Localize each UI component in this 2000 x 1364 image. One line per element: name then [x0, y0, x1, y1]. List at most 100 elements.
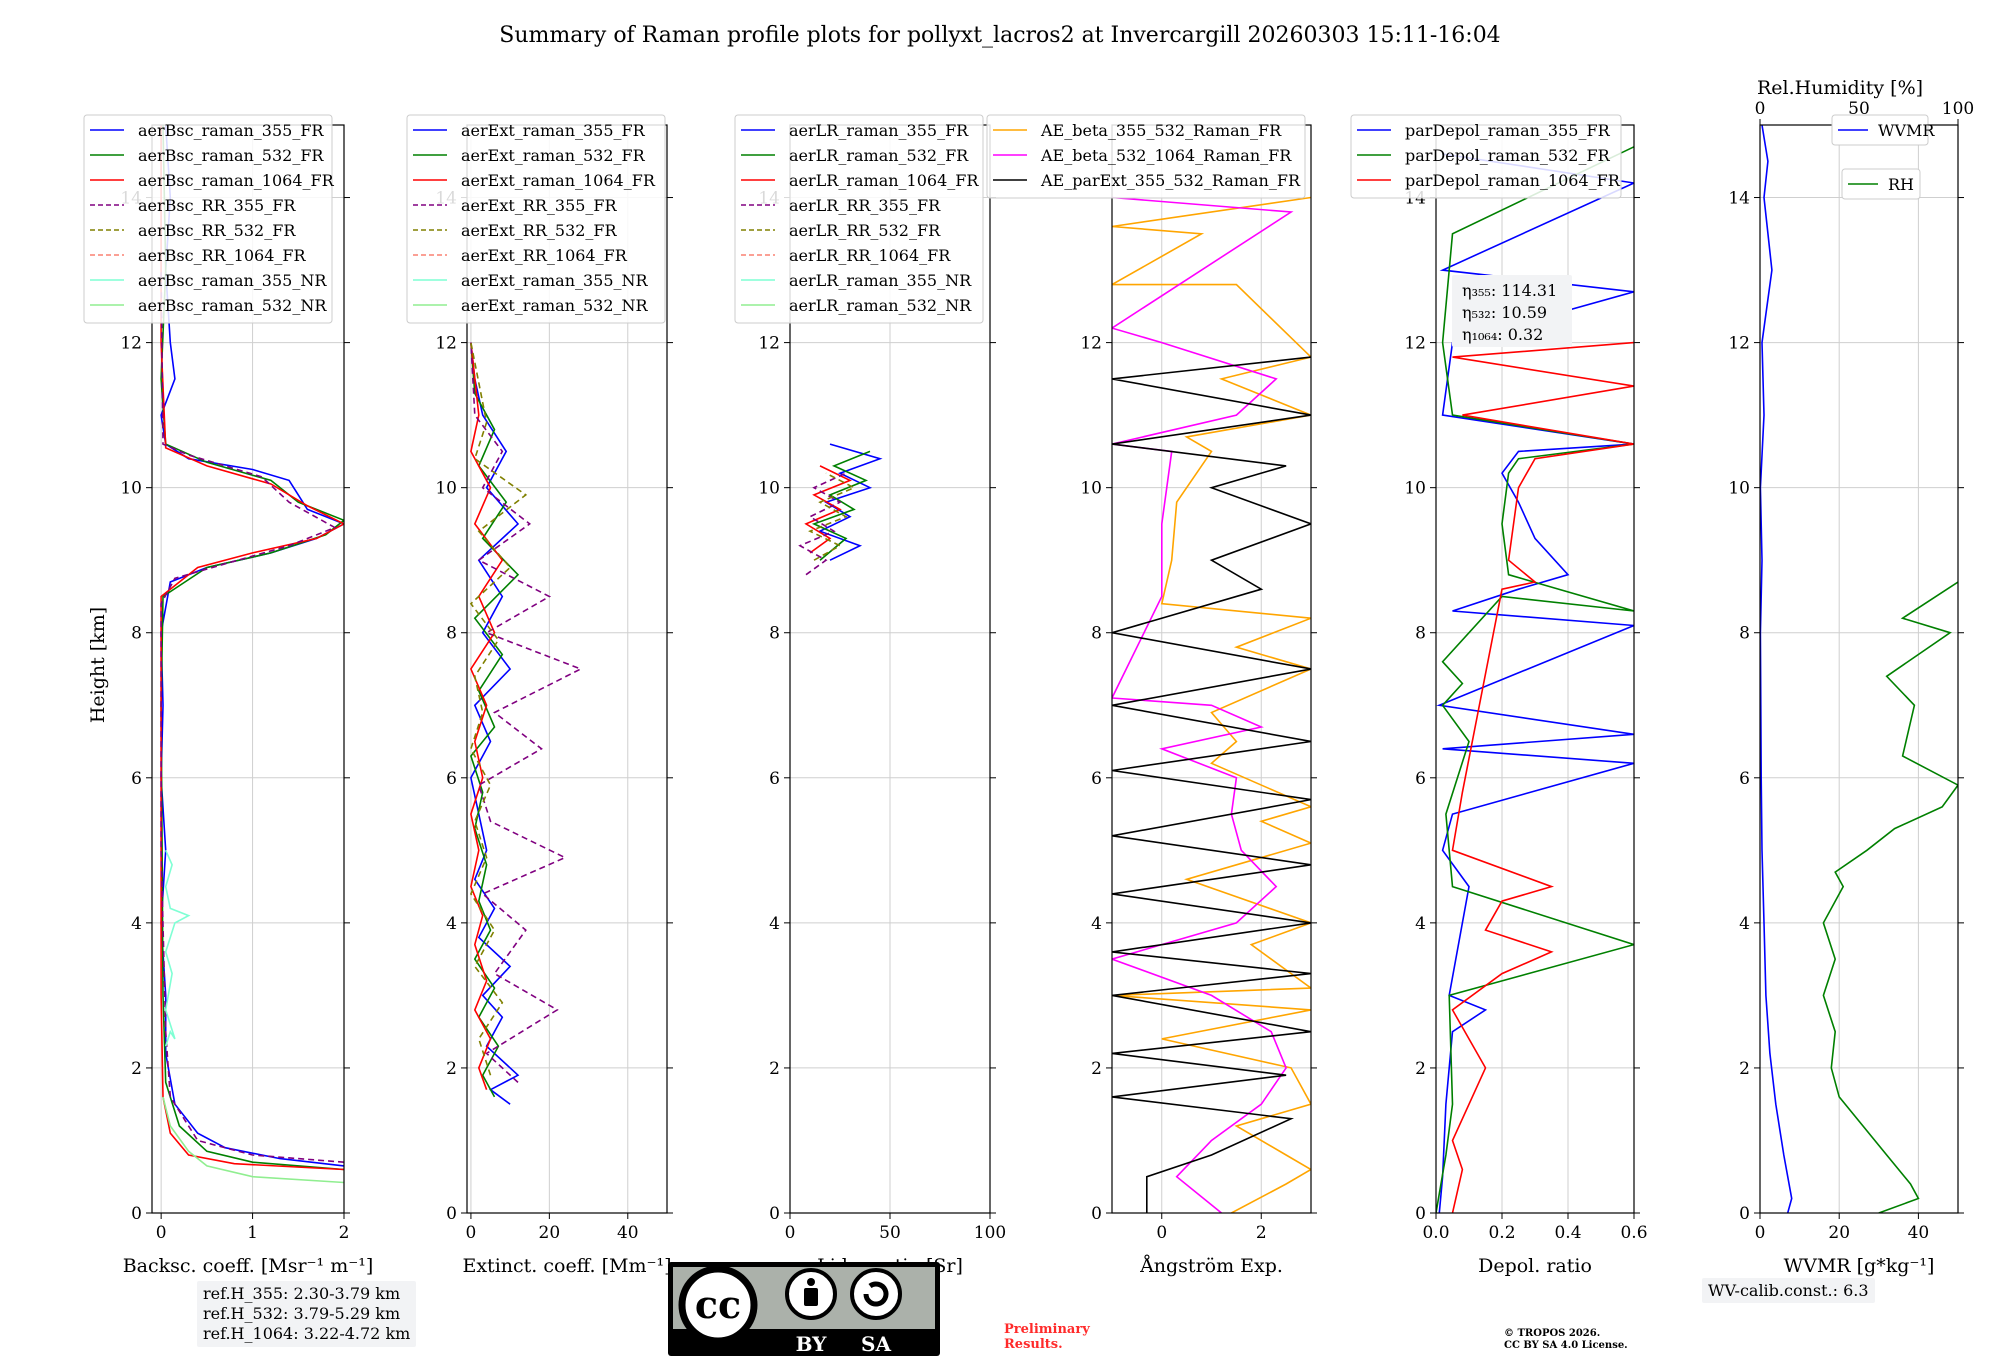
y-tick-label-wv-2: 4	[1739, 914, 1750, 934]
legend-label-ae-1: AE_beta_532_1064_Raman_FR	[1040, 146, 1292, 165]
x-axis-label-ext: Extinct. coeff. [Mm⁻¹]	[462, 1255, 671, 1277]
y-tick-label-bsc-4: 8	[131, 624, 142, 644]
legend-label-bsc-0: aerBsc_raman_355_FR	[138, 121, 324, 140]
y-tick-label-ext-6: 12	[435, 334, 457, 354]
series-line-bsc-2	[160, 125, 344, 1171]
eta-label-2: η₁₀₆₄: 0.32	[1462, 325, 1543, 344]
y-tick-label-depol-6: 12	[1404, 334, 1426, 354]
x-axis-label-depol: Depol. ratio	[1478, 1255, 1592, 1277]
x-axis-label-bsc: Backsc. coeff. [Msr⁻¹ m⁻¹]	[123, 1255, 374, 1277]
y-tick-label-bsc-3: 6	[131, 769, 142, 789]
legend-ae: AE_beta_355_532_Raman_FR AE_beta_532_1064…	[986, 114, 1306, 199]
y-tick-label-bsc-1: 2	[131, 1059, 142, 1079]
legend-label-wv-1: RH	[1888, 175, 1914, 194]
y-tick-label-ae-1: 2	[1091, 1059, 1102, 1079]
y-tick-label-depol-5: 10	[1404, 479, 1426, 499]
x-tick-label-wv-1: 20	[1828, 1223, 1850, 1243]
top-tick-label-2: 100	[1942, 99, 1974, 119]
ref-height-355: ref.H_355: 2.30-3.79 km	[203, 1284, 401, 1303]
reference-height-box: ref.H_355: 2.30-3.79 km ref.H_532: 3.79-…	[197, 1281, 417, 1347]
x-tick-label-ext-2: 40	[617, 1223, 639, 1243]
panel-lr: 05010002468101214Lidar ratio [Sr]aerLR_r…	[734, 114, 1006, 1277]
y-tick-label-wv-4: 8	[1739, 624, 1750, 644]
y-tick-label-ext-4: 8	[446, 624, 457, 644]
y-tick-label-bsc-5: 10	[120, 479, 142, 499]
y-tick-label-depol-0: 0	[1415, 1204, 1426, 1224]
panel-ext: 0204002468101214Extinct. coeff. [Mm⁻¹]ae…	[406, 114, 673, 1277]
series-line-bsc-4	[164, 849, 191, 1047]
series-line-ae-1	[1112, 196, 1294, 1213]
wv-calibration-box: WV-calib.const.: 6.3	[1702, 1278, 1875, 1303]
top-tick-label-0: 0	[1755, 99, 1766, 119]
series-line-lr-2	[804, 465, 852, 554]
preliminary-note: Preliminary Results.	[1004, 1322, 1090, 1352]
series-line-ae-2	[1112, 356, 1311, 1213]
legend-label-depol-2: parDepol_raman_1064_FR	[1405, 171, 1621, 190]
legend-label-ext-3: aerExt_RR_355_FR	[461, 196, 618, 215]
series-line-bsc-1	[160, 125, 344, 1171]
y-tick-label-lr-6: 12	[758, 334, 780, 354]
panel-wv: 0 20 40 0 2 4 6 8 10 12 14 0 50 100 WVMR [g*kg⁻¹] WVMR R…	[1728, 99, 1974, 1277]
legend-label-bsc-2: aerBsc_raman_1064_FR	[138, 171, 335, 190]
legend-label-bsc-6: aerBsc_raman_355_NR	[138, 271, 327, 290]
x-tick-label-wv-0: 0	[1755, 1223, 1766, 1243]
ref-height-1064: ref.H_1064: 3.22-4.72 km	[203, 1324, 411, 1343]
preliminary-line-1: Preliminary	[1004, 1322, 1090, 1337]
y-tick-label-ext-3: 6	[446, 769, 457, 789]
y-tick-label-ae-6: 12	[1080, 334, 1102, 354]
series-line-wv-1	[1822, 581, 1958, 1213]
y-tick-label-lr-0: 0	[769, 1204, 780, 1224]
legend-label-lr-1: aerLR_raman_532_FR	[789, 146, 969, 165]
legend-ext: aerExt_raman_355_FR aerExt_raman_532_FRae…	[406, 114, 666, 324]
legend-label-ae-2: AE_parExt_355_532_Raman_FR	[1040, 171, 1301, 190]
x-tick-label-depol-0: 0.0	[1422, 1223, 1449, 1243]
legend-label-depol-0: parDepol_raman_355_FR	[1405, 121, 1611, 140]
series-line-lr-4	[808, 472, 856, 561]
series-line-ae-0	[1112, 196, 1311, 1213]
legend-label-lr-3: aerLR_RR_355_FR	[789, 196, 941, 215]
legend-label-bsc-7: aerBsc_raman_532_NR	[138, 296, 327, 315]
y-tick-label-lr-2: 4	[769, 914, 780, 934]
series-line-depol-2	[1451, 341, 1634, 1213]
y-tick-label-ext-2: 4	[446, 914, 457, 934]
legend-depol: parDepol_raman_355_FR parDepol_raman_532_…	[1350, 114, 1622, 199]
legend-label-ext-7: aerExt_raman_532_NR	[461, 296, 649, 315]
top-tick-label-1: 50	[1848, 99, 1870, 119]
series-line-bsc-3	[160, 270, 344, 1163]
x-tick-label-lr-2: 100	[974, 1223, 1006, 1243]
legend-label-lr-6: aerLR_raman_355_NR	[789, 271, 972, 290]
y-tick-label-bsc-2: 4	[131, 914, 142, 934]
x-tick-label-depol-1: 0.2	[1488, 1223, 1515, 1243]
legend-label-lr-4: aerLR_RR_532_FR	[789, 221, 941, 240]
y-tick-label-depol-1: 2	[1415, 1059, 1426, 1079]
legend-label-ext-2: aerExt_raman_1064_FR	[461, 171, 656, 190]
y-tick-label-depol-2: 4	[1415, 914, 1426, 934]
cc-by-sa-badge: cc BY SA	[668, 1262, 940, 1356]
legend-label-ext-1: aerExt_raman_532_FR	[461, 146, 646, 165]
y-tick-label-ae-2: 4	[1091, 914, 1102, 934]
figure-title: Summary of Raman profile plots for polly…	[499, 23, 1500, 48]
copyright-note: © TROPOS 2026. CC BY SA 4.0 License.	[1504, 1328, 1628, 1352]
x-tick-label-lr-1: 50	[879, 1223, 901, 1243]
legend-label-lr-2: aerLR_raman_1064_FR	[789, 171, 979, 190]
sa-share-icon	[850, 1268, 902, 1320]
axes-frame-wv	[1759, 124, 1959, 1214]
legend-label-lr-5: aerLR_RR_1064_FR	[789, 246, 951, 265]
x-tick-label-ae-0: 0	[1156, 1223, 1167, 1243]
panel-bsc: 01202468101214Backsc. coeff. [Msr⁻¹ m⁻¹]…	[83, 114, 374, 1277]
y-tick-label-lr-5: 10	[758, 479, 780, 499]
x-tick-label-depol-3: 0.6	[1620, 1223, 1647, 1243]
series-line-lr-3	[798, 472, 847, 576]
series-line-wv-0	[1760, 125, 1793, 1213]
y-tick-label-wv-6: 12	[1728, 334, 1750, 354]
cc-text: cc	[695, 1282, 741, 1327]
x-tick-label-bsc-0: 0	[156, 1223, 167, 1243]
eta-label-0: η₃₅₅: 114.31	[1462, 281, 1557, 300]
y-tick-label-ext-5: 10	[435, 479, 457, 499]
series-line-ext-2	[469, 342, 504, 1090]
legend-label-ae-0: AE_beta_355_532_Raman_FR	[1040, 121, 1282, 140]
y-tick-label-ae-4: 8	[1091, 624, 1102, 644]
legend-label-bsc-5: aerBsc_RR_1064_FR	[138, 246, 307, 265]
